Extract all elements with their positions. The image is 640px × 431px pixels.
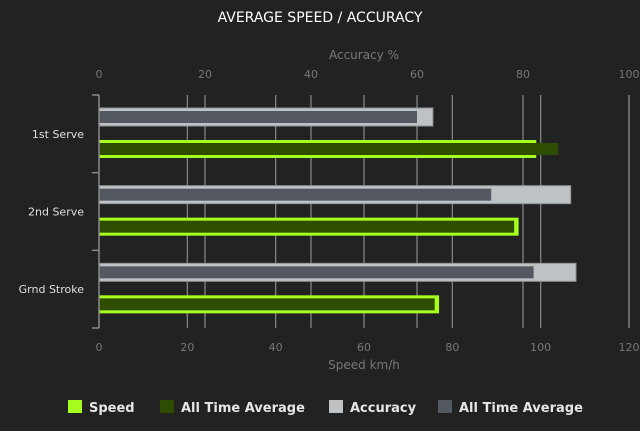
bottom-tick-label: 120: [619, 341, 640, 354]
accuracy-average-bar: [99, 188, 492, 201]
top-tick-label: 20: [198, 68, 212, 81]
legend-label-speed: Speed: [89, 401, 135, 416]
bottom-tick-label: 60: [357, 341, 371, 354]
chart-title: AVERAGE SPEED / ACCURACY: [218, 10, 423, 26]
bottom-axis-label: Speed km/h: [328, 358, 400, 372]
top-tick-label: 60: [410, 68, 424, 81]
legend-label-accuracy-average: All Time Average: [459, 401, 583, 416]
category-label: 1st Serve: [32, 128, 84, 141]
top-tick-label: 0: [96, 68, 103, 81]
top-tick-label: 80: [516, 68, 530, 81]
bottom-tick-label: 20: [180, 341, 194, 354]
legend-swatch-accuracy: [329, 400, 343, 413]
accuracy-average-bar: [99, 266, 534, 279]
bottom-tick-label: 100: [530, 341, 551, 354]
legend-swatch-speed-average: [160, 400, 174, 413]
category-label: 2nd Serve: [28, 206, 84, 219]
speed-average-bar: [99, 143, 559, 155]
top-tick-label: 100: [619, 68, 640, 81]
legend-swatch-accuracy-average: [438, 400, 452, 413]
top-axis-label: Accuracy %: [329, 48, 399, 62]
legend-label-speed-average: All Time Average: [181, 401, 305, 416]
legend-label-accuracy: Accuracy: [350, 401, 417, 416]
bottom-tick-label: 80: [445, 341, 459, 354]
legend-swatch-speed: [68, 400, 82, 413]
speed-average-bar: [99, 298, 435, 311]
speed-average-bar: [99, 220, 515, 233]
bottom-tick-label: 0: [96, 341, 103, 354]
bottom-tick-label: 40: [269, 341, 283, 354]
accuracy-average-bar: [99, 111, 417, 123]
top-tick-label: 40: [304, 68, 318, 81]
category-label: Grnd Stroke: [19, 283, 85, 296]
